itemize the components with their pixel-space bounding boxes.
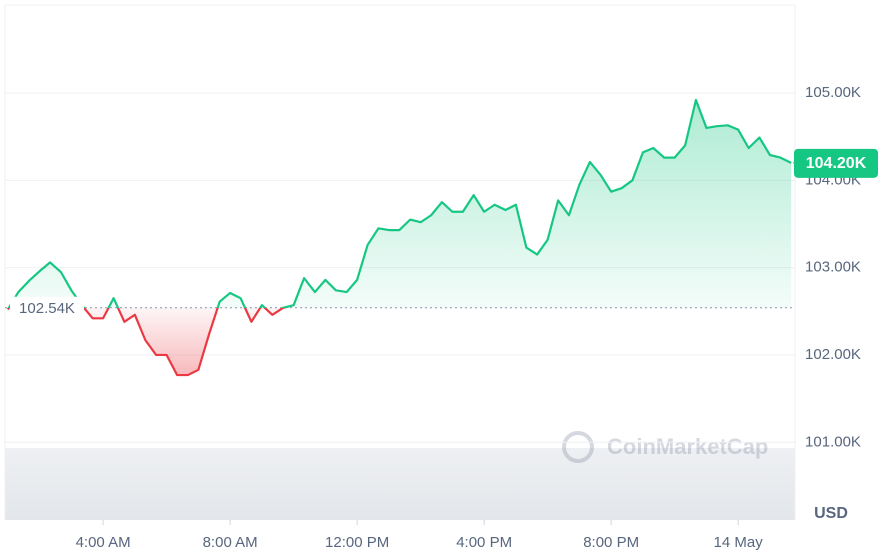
x-tick-label: 14 May (714, 534, 764, 551)
y-tick-label: 103.00K (805, 259, 861, 276)
y-tick-label: 102.00K (805, 346, 861, 363)
x-tick-label: 8:00 AM (203, 534, 258, 551)
x-tick-label: 12:00 PM (325, 534, 389, 551)
y-tick-label: 101.00K (805, 433, 861, 450)
x-tick-label: 4:00 PM (456, 534, 512, 551)
x-tick-label: 4:00 AM (76, 534, 131, 551)
price-line (6, 98, 792, 377)
volume-band (5, 448, 795, 520)
current-price: 104.20K (806, 155, 867, 172)
current-price-bg (794, 148, 878, 178)
currency-label: USD (814, 505, 848, 522)
watermark-text: CoinMarketCap (607, 434, 768, 459)
y-tick-label: 105.00K (805, 84, 861, 101)
baseline-label-bg (10, 296, 84, 319)
watermark-logo (562, 431, 594, 463)
price-area (7, 99, 792, 376)
baseline-label: 102.54K (19, 300, 75, 317)
x-tick-label: 8:00 PM (583, 534, 639, 551)
watermark: CoinMarketCap (562, 431, 768, 463)
